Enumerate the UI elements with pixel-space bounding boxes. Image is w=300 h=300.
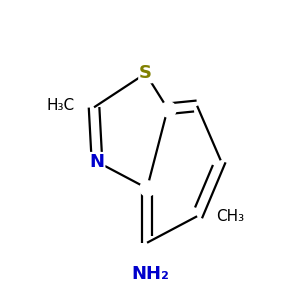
Text: CH₃: CH₃ — [216, 209, 244, 224]
Text: N: N — [89, 153, 104, 171]
Text: NH₂: NH₂ — [131, 265, 169, 283]
Text: S: S — [139, 64, 152, 82]
Text: H₃C: H₃C — [47, 98, 75, 113]
